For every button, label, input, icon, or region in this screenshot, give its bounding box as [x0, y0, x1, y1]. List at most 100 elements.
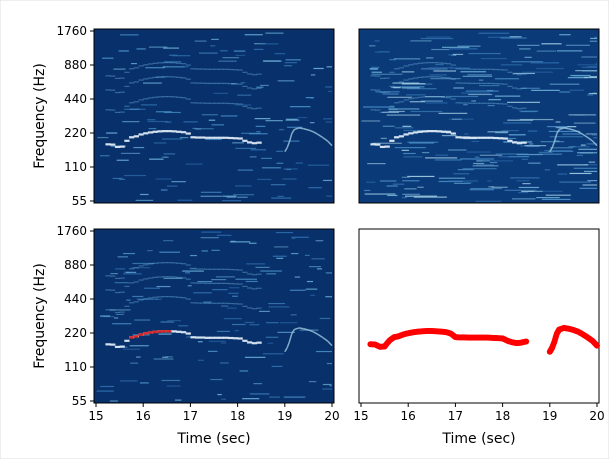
heatmap-harmonic-segment	[209, 282, 215, 284]
heatmap-streak	[163, 61, 182, 63]
spectrogram-panel-top-right	[358, 28, 600, 204]
heatmap-streak	[410, 40, 432, 42]
heatmap-streak	[369, 45, 376, 47]
heatmap-streak	[190, 254, 197, 257]
heatmap-harmonic-segment	[214, 102, 220, 104]
heatmap-streak	[183, 121, 198, 123]
heatmap-streak	[585, 133, 597, 135]
heatmap-harmonic-segment	[110, 109, 116, 111]
heatmap-harmonic-segment	[180, 131, 187, 134]
heatmap-harmonic-segment	[114, 311, 121, 314]
heatmap-streak	[586, 143, 597, 145]
heatmap-streak	[286, 118, 298, 120]
heatmap-streak	[315, 240, 324, 242]
heatmap-harmonic-segment	[199, 268, 206, 270]
heatmap-harmonic-segment	[214, 82, 220, 84]
heatmap-harmonic-segment	[479, 136, 485, 139]
y-axis-label-bottom: Frequency (Hz)	[32, 263, 48, 369]
heatmap-harmonic-segment	[195, 102, 201, 104]
x-tick-label: 16	[136, 409, 151, 423]
heatmap-streak	[232, 323, 246, 326]
heatmap-streak	[386, 114, 421, 116]
heatmap-pitch-overlay	[138, 333, 144, 336]
heatmap-harmonic-segment	[455, 136, 461, 139]
heatmap-streak	[124, 174, 147, 177]
heatmap-streak	[221, 398, 227, 400]
heatmap-harmonic-segment	[143, 64, 149, 66]
heatmap-harmonic-segment	[483, 68, 489, 70]
heatmap-streak	[164, 121, 172, 123]
heatmap-streak	[289, 289, 306, 291]
heatmap-glide-segment	[288, 133, 293, 142]
heatmap-harmonic-segment	[251, 342, 257, 345]
heatmap-streak	[326, 362, 332, 365]
heatmap-streak	[208, 119, 216, 121]
heatmap-harmonic-segment	[124, 139, 130, 142]
heatmap-streak	[326, 195, 332, 197]
heatmap-glide-segment	[573, 129, 579, 133]
heatmap-streak	[401, 176, 410, 178]
heatmap-streak	[420, 100, 443, 102]
y-tick-label: 1760	[56, 24, 87, 38]
heatmap-streak	[122, 121, 140, 123]
heatmap-streak	[507, 101, 541, 103]
heatmap-harmonic-segment	[171, 76, 177, 78]
heatmap-harmonic-segment	[176, 96, 182, 98]
heatmap-streak	[295, 162, 303, 164]
heatmap-streak	[382, 93, 399, 95]
heatmap-harmonic-segment	[441, 62, 447, 64]
heatmap-harmonic-segment	[185, 298, 191, 300]
heatmap-glide-segment	[312, 131, 319, 136]
heatmap-harmonic-segment	[379, 145, 386, 149]
heatmap-harmonic-segment	[403, 65, 409, 67]
heatmap-harmonic-segment	[512, 107, 518, 109]
heatmap-streak	[276, 257, 284, 259]
heatmap-streak	[244, 321, 255, 324]
heatmap-streak	[200, 195, 222, 197]
heatmap-streak	[524, 145, 547, 147]
heatmap-pitch-overlay	[129, 336, 134, 339]
heatmap-harmonic-segment	[124, 271, 130, 273]
heatmap-streak	[409, 101, 426, 103]
heatmap-streak	[588, 161, 596, 163]
heatmap-streak	[520, 110, 537, 113]
heatmap-streak	[131, 267, 151, 269]
heatmap-harmonic-segment	[436, 62, 442, 64]
heatmap-harmonic-segment	[143, 264, 149, 266]
heatmap-harmonic-segment	[162, 62, 168, 64]
heatmap-glide-segment	[556, 129, 560, 134]
heatmap-streak	[503, 141, 533, 143]
heatmap-streak	[595, 63, 597, 65]
heatmap-streak	[297, 116, 308, 119]
heatmap-harmonic-segment	[521, 141, 527, 144]
heatmap-streak	[113, 68, 126, 70]
heatmap-harmonic-segment	[422, 62, 428, 64]
heatmap-streak	[161, 138, 183, 140]
heatmap-harmonic-segment	[129, 136, 135, 139]
heatmap-streak	[212, 289, 228, 291]
heatmap-harmonic-segment	[110, 309, 116, 311]
heatmap-streak	[260, 43, 279, 45]
heatmap-streak	[489, 161, 498, 164]
heatmap-harmonic-segment	[379, 77, 386, 80]
heatmap-pitch-overlay	[157, 330, 163, 333]
heatmap-glide-segment	[308, 329, 314, 333]
heatmap-streak	[379, 180, 397, 182]
heatmap-harmonic-segment	[521, 73, 527, 75]
heatmap-harmonic-segment	[379, 111, 386, 114]
heatmap-streak	[441, 46, 470, 48]
heatmap-harmonic-segment	[119, 291, 125, 293]
heatmap-streak	[402, 193, 420, 195]
heatmap-streak	[517, 44, 540, 46]
heatmap-harmonic-segment	[256, 87, 262, 89]
x-tick-label: 20	[589, 409, 604, 423]
heatmap-streak	[478, 32, 510, 34]
heatmap-harmonic-segment	[223, 68, 229, 70]
heatmap-glide-segment	[553, 133, 558, 142]
heatmap-harmonic-segment	[474, 82, 480, 84]
heatmap-streak	[222, 195, 237, 197]
heatmap-streak	[308, 380, 317, 383]
heatmap-streak	[462, 75, 493, 77]
heatmap-streak	[253, 48, 264, 51]
